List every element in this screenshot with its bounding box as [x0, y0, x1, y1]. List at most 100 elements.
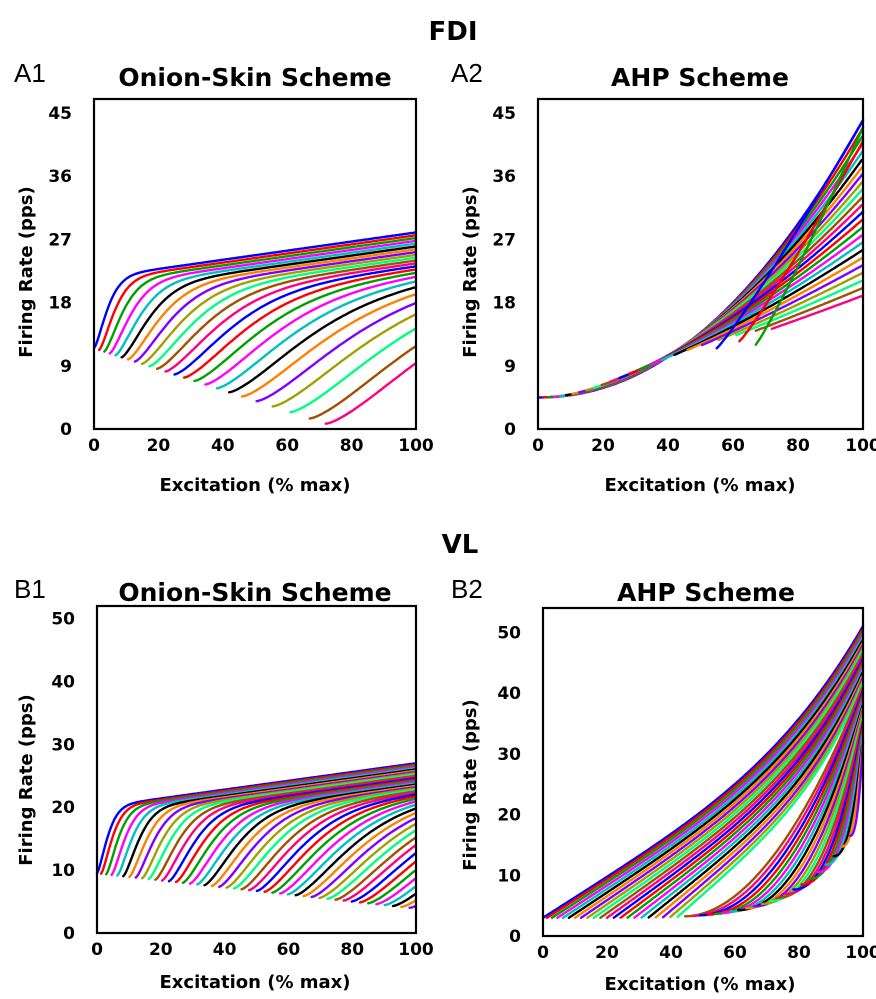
panel-a1-id: A1 [14, 58, 46, 88]
panel-b1-x-tick-40: 40 [213, 940, 237, 960]
panel-b1-x-tick-20: 20 [149, 940, 173, 960]
panel-a1-plot-frame [92, 97, 418, 431]
panel-a2-y-axis-label: Firing Rate (pps) [460, 186, 481, 358]
panel-b2-x-tick-100: 100 [845, 943, 876, 963]
panel-b2-series-25 [698, 690, 864, 917]
panel-a2-series-18 [673, 248, 865, 357]
panel-a2-series-3 [547, 135, 864, 399]
panel-a1-series-8 [133, 251, 417, 363]
panel-b2-series-23 [683, 687, 863, 918]
panel-a2-x-tick-20: 20 [591, 436, 615, 456]
panel-b1-y-tick-20: 20 [51, 798, 75, 818]
panel-b1-id: B1 [14, 574, 46, 604]
panel-b2-title: AHP Scheme [617, 578, 795, 607]
panel-a2-x-tick-60: 60 [721, 436, 745, 456]
panel-a2-y-tick-36: 36 [492, 167, 516, 187]
panel-a2-series-26 [738, 139, 865, 343]
panel-b2-series-43 [840, 744, 864, 848]
panel-b2-series-44 [849, 740, 865, 837]
panel-a1-x-tick-60: 60 [275, 436, 299, 456]
panel-b1-series-26 [263, 795, 416, 893]
panel-a1-series-20 [255, 301, 418, 403]
panel-b1-series-20 [218, 786, 417, 888]
panel-b2-chart: B2 AHP Scheme Excitation (% max) Firing … [451, 574, 876, 995]
panel-b2-series-20 [661, 676, 864, 919]
panel-b1-series-13 [167, 777, 416, 883]
panel-a1-series-12 [164, 262, 417, 373]
panel-a1-series-7 [126, 248, 416, 361]
panel-a1-series-3 [103, 237, 417, 353]
panel-b2-y-tick-10: 10 [497, 866, 521, 886]
panel-b2-series-4 [556, 634, 864, 919]
panel-a1-series-11 [155, 259, 416, 370]
panel-b2-x-tick-0: 0 [537, 943, 549, 963]
panel-a1-y-tick-36: 36 [48, 167, 72, 187]
panel-b2-series-12 [605, 656, 863, 919]
group-title-fdi: FDI [428, 17, 477, 47]
panel-a2-y-tick-0: 0 [504, 420, 516, 440]
panel-a1-series-4 [108, 239, 417, 355]
panel-b1-y-tick-0: 0 [63, 924, 75, 944]
panel-a1-title: Onion-Skin Scheme [118, 63, 391, 92]
panel-b1-series-1 [95, 762, 418, 875]
panel-b1-series-16 [188, 781, 417, 885]
panel-a2-y-tick-45: 45 [492, 104, 516, 124]
panel-b2-series-5 [561, 636, 864, 919]
panel-b1-series-32 [310, 817, 417, 899]
panel-a1-y-tick-18: 18 [48, 294, 72, 314]
panel-a1-x-tick-80: 80 [340, 436, 364, 456]
panel-a2-series-21 [717, 271, 865, 342]
panel-b2-series-18 [647, 671, 864, 919]
panel-a1-series-19 [240, 292, 418, 398]
panel-b1-y-tick-30: 30 [51, 735, 75, 755]
panel-a1-y-tick-0: 0 [60, 420, 72, 440]
panel-b2-series-10 [592, 649, 864, 919]
panel-b2-curves [541, 625, 865, 919]
panel-b1-title: Onion-Skin Scheme [118, 578, 391, 607]
panel-a1-series-21 [271, 313, 418, 408]
panel-b1-series-4 [110, 766, 416, 877]
panel-b1-series-42 [391, 892, 417, 908]
panel-b2-y-tick-20: 20 [497, 806, 521, 826]
panel-b1-series-24 [248, 791, 417, 892]
panel-a2-series-19 [686, 256, 865, 352]
panel-a2-x-tick-80: 80 [786, 436, 810, 456]
panel-b2-id: B2 [451, 574, 483, 604]
panel-a2-id: A2 [451, 58, 483, 88]
panel-b1-chart: B1 Onion-Skin Scheme Excitation (% max) … [14, 574, 434, 993]
panel-a2-tick-labels: 0 20 40 60 80 100 0 9 18 27 36 45 [492, 104, 876, 456]
panel-a1-series-23 [308, 344, 418, 420]
panel-b1-series-8 [134, 771, 417, 879]
panel-b1-series-21 [225, 787, 416, 889]
panel-b2-series-22 [676, 683, 864, 918]
panel-b1-series-33 [318, 823, 417, 900]
panel-b2-series-8 [579, 644, 864, 919]
panel-b1-series-43 [400, 899, 417, 909]
panel-b1-series-35 [334, 836, 417, 901]
panel-b2-tick-labels: 0 20 40 60 80 100 0 10 20 30 40 50 [497, 623, 876, 963]
panel-b2-x-axis-label: Excitation (% max) [605, 974, 796, 995]
panel-a2-x-tick-0: 0 [532, 436, 544, 456]
panel-a1-series-5 [114, 242, 417, 357]
panel-b1-series-6 [122, 768, 417, 878]
panel-b1-series-22 [232, 788, 418, 890]
panel-b1-x-tick-0: 0 [91, 940, 103, 960]
panel-b2-series-16 [633, 666, 864, 919]
panel-a1-series-15 [193, 271, 417, 383]
panel-b2-series-40 [816, 734, 864, 874]
panel-b2-series-19 [654, 675, 864, 919]
panel-b2-y-tick-50: 50 [497, 623, 521, 643]
panel-a1-x-tick-100: 100 [398, 436, 434, 456]
panel-b2-series-41 [824, 734, 864, 866]
panel-b1-series-38 [358, 860, 417, 904]
panel-a1-series-6 [120, 245, 416, 359]
panel-a1-series-1 [92, 231, 418, 350]
panel-a1-y-axis-label: Firing Rate (pps) [16, 186, 37, 358]
panel-b1-curves [95, 762, 418, 909]
panel-a2-series-22 [735, 279, 865, 337]
panel-b1-series-39 [367, 869, 416, 905]
panel-a1-x-tick-0: 0 [88, 436, 100, 456]
panel-b2-series-26 [706, 693, 864, 916]
panel-b1-series-37 [350, 852, 417, 903]
panel-b1-series-30 [294, 807, 417, 897]
